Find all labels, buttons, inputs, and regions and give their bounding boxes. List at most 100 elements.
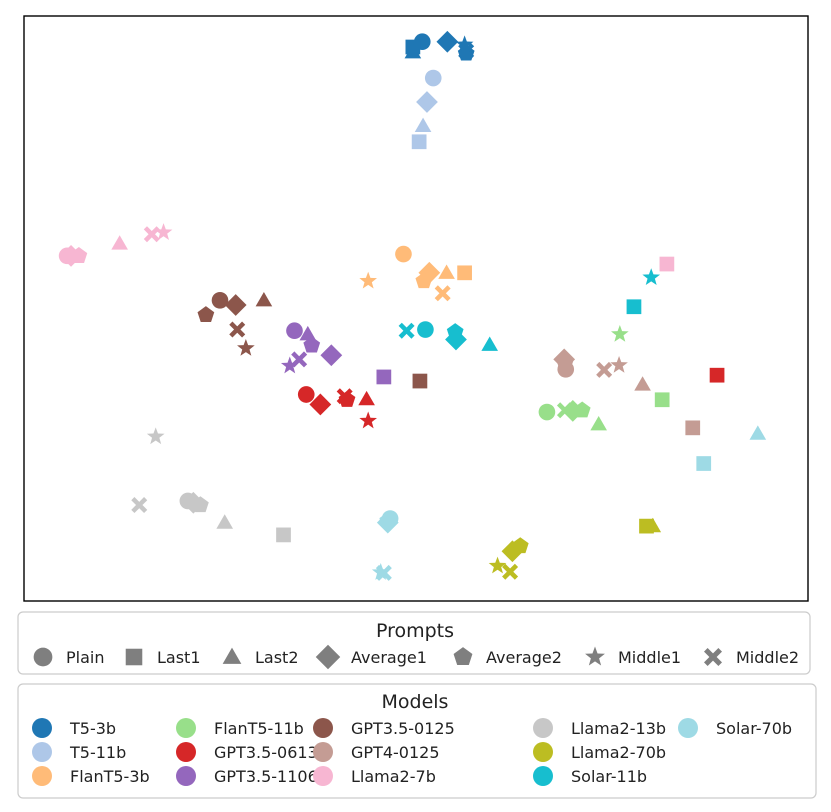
- plot-frame: [23, 15, 809, 602]
- models-legend-label-gpt3-5-1106: GPT3.5-1106: [214, 767, 318, 786]
- plot-area: [23, 15, 809, 602]
- series-solar-11b: [398, 268, 661, 351]
- models-legend-frame: [17, 683, 817, 799]
- point-llama2-7b-middle2: [143, 226, 160, 243]
- prompts-legend-marker-middle2: [704, 648, 722, 666]
- models-legend-entry-solar-70b: Solar-70b: [678, 718, 792, 738]
- prompts-legend-label-last2: Last2: [255, 648, 299, 667]
- point-solar-11b-last1: [626, 299, 642, 315]
- models-legend-label-llama2-13b: Llama2-13b: [571, 719, 666, 738]
- point-gpt4-0125-last2: [634, 376, 651, 391]
- points-layer: [58, 30, 767, 581]
- point-solar-70b-last1: [696, 456, 712, 471]
- models-legend-marker-solar-11b: [533, 766, 553, 786]
- models-legend-label-t5-3b: T5-3b: [69, 719, 116, 738]
- prompts-legend-entry-last1: Last1: [125, 648, 201, 667]
- prompts-legend-label-average1: Average1: [351, 648, 427, 667]
- models-legend-marker-solar-70b: [678, 718, 698, 738]
- point-llama2-7b-average2: [70, 247, 88, 263]
- point-gpt3-5-0613-plain: [297, 386, 315, 403]
- models-legend-marker-flant5-3b: [32, 766, 52, 786]
- point-gpt4-0125-last1: [685, 420, 701, 436]
- point-flant5-11b-plain: [538, 403, 556, 421]
- point-llama2-70b-middle1: [488, 556, 507, 574]
- point-t5-11b-plain: [424, 69, 442, 87]
- point-gpt3-5-0125-middle1: [237, 339, 255, 356]
- models-legend-entry-t5-11b: T5-11b: [32, 742, 126, 762]
- models-legend-marker-gpt3-5-1106: [176, 766, 196, 786]
- point-llama2-13b-last2: [216, 514, 234, 529]
- point-flant5-3b-middle2: [434, 285, 451, 302]
- point-llama2-13b-last1: [276, 527, 291, 543]
- point-solar-70b-middle2: [375, 564, 392, 581]
- point-flant5-11b-last1: [654, 392, 670, 408]
- point-t5-11b-last2: [414, 117, 432, 133]
- prompts-legend-marker-last2: [222, 647, 242, 664]
- point-gpt3-5-0613-last2: [358, 390, 375, 406]
- prompts-legend-title: Prompts: [376, 620, 454, 642]
- series-gpt3-5-1106: [280, 322, 392, 385]
- point-gpt3-5-0125-last1: [412, 373, 428, 389]
- point-gpt4-0125-average2: [556, 354, 574, 371]
- point-llama2-70b-average2: [511, 537, 529, 554]
- point-solar-11b-middle1: [642, 268, 661, 285]
- prompts-legend-marker-middle1: [585, 646, 605, 666]
- models-legend-entry-t5-3b: T5-3b: [32, 718, 116, 738]
- models-legend-label-solar-70b: Solar-70b: [716, 719, 792, 738]
- point-t5-11b-average1: [416, 91, 438, 113]
- point-flant5-3b-last2: [438, 264, 455, 279]
- models-legend-label-gpt4-0125: GPT4-0125: [351, 743, 440, 762]
- point-flant5-3b-average2: [415, 272, 433, 289]
- prompts-legend-marker-average2: [453, 647, 473, 666]
- prompts-legend-marker-plain: [33, 647, 53, 667]
- prompts-legend-label-plain: Plain: [66, 648, 104, 667]
- prompts-legend-label-middle2: Middle2: [736, 648, 799, 667]
- prompts-legend-entries: Plain Last1 Last2 Average1 Average2 Middle1 Mi…: [33, 644, 799, 670]
- models-legend-marker-gpt4-0125: [313, 742, 333, 762]
- models-legend-label-solar-11b: Solar-11b: [571, 767, 647, 786]
- models-legend-marker-llama2-70b: [533, 742, 553, 762]
- models-legend-marker-gpt3-5-0125: [313, 718, 333, 738]
- point-llama2-13b-middle1: [146, 427, 165, 445]
- point-t5-3b-average1: [436, 30, 459, 53]
- series-llama2-70b: [488, 517, 662, 580]
- models-legend-entry-flant5-11b: FlanT5-11b: [176, 718, 304, 738]
- prompts-legend-entry-plain: Plain: [33, 647, 104, 667]
- point-solar-11b-middle2: [398, 322, 415, 339]
- prompts-legend-entry-middle2: Middle2: [704, 648, 799, 667]
- prompts-legend-entry-average2: Average2: [453, 647, 562, 667]
- point-gpt3-5-0613-middle2: [336, 388, 353, 405]
- models-legend-entry-llama2-7b: Llama2-7b: [313, 766, 436, 786]
- point-gpt3-5-0613-last1: [709, 367, 725, 383]
- prompts-legend-entry-middle1: Middle1: [585, 646, 681, 667]
- point-gpt3-5-1106-middle2: [291, 351, 308, 368]
- point-gpt3-5-1106-middle1: [280, 356, 299, 374]
- models-legend-marker-flant5-11b: [176, 718, 196, 738]
- point-gpt3-5-0613-middle1: [359, 411, 377, 429]
- point-t5-3b-middle1: [455, 35, 474, 53]
- series-gpt3-5-0125: [197, 291, 428, 389]
- models-legend-entry-solar-11b: Solar-11b: [533, 766, 647, 786]
- models-legend-label-llama2-70b: Llama2-70b: [571, 743, 666, 762]
- series-gpt4-0125: [553, 348, 701, 436]
- point-t5-3b-last2: [404, 43, 422, 59]
- models-legend-label-t5-11b: T5-11b: [69, 743, 126, 762]
- models-legend-marker-llama2-13b: [533, 718, 553, 738]
- models-legend-entries: T5-3b T5-11b FlanT5-3b FlanT5-11b GPT3.5-061…: [32, 718, 792, 786]
- point-gpt3-5-1106-plain: [286, 322, 303, 340]
- point-llama2-7b-middle1: [154, 223, 173, 240]
- prompts-legend-marker-last1: [125, 648, 143, 666]
- point-t5-3b-middle2: [458, 43, 475, 60]
- point-gpt3-5-1106-average2: [303, 336, 321, 353]
- models-legend-entry-flant5-3b: FlanT5-3b: [32, 766, 150, 786]
- models-legend-marker-t5-11b: [32, 742, 52, 762]
- models-legend-entry-llama2-13b: Llama2-13b: [533, 718, 666, 738]
- point-solar-11b-average2: [446, 323, 464, 340]
- models-legend-marker-gpt3-5-0613: [176, 742, 196, 762]
- point-gpt4-0125-middle2: [596, 361, 613, 378]
- models-legend-entry-gpt3-5-0125: GPT3.5-0125: [313, 718, 455, 738]
- point-llama2-70b-last2: [644, 517, 662, 533]
- point-gpt4-0125-middle1: [610, 355, 628, 373]
- point-gpt3-5-0613-average1: [309, 393, 332, 416]
